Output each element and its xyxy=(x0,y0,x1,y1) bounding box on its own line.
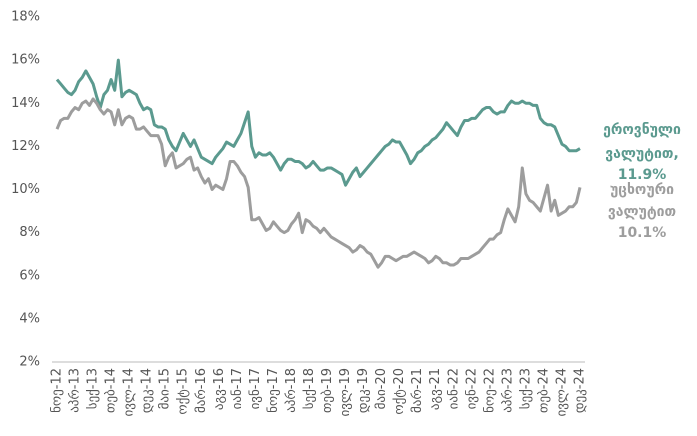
y-tick-label: 6% xyxy=(19,268,40,283)
x-tick-label: ნოე-17 xyxy=(266,368,281,413)
x-tick-label: ოქტ-20 xyxy=(392,368,407,415)
x-tick-label: იან-17 xyxy=(230,368,245,409)
x-tick-label: აპრ-18 xyxy=(284,368,299,413)
annotation: უცხოური xyxy=(610,182,674,198)
x-tick-label: ივლ-19 xyxy=(338,368,353,416)
x-tick-label: სექ-18 xyxy=(302,368,317,409)
x-tick-label: იან-22 xyxy=(446,368,461,409)
x-tick-label: ნოე-12 xyxy=(50,368,65,413)
x-tick-label: დეკ-19 xyxy=(356,368,371,413)
y-tick-label: 8% xyxy=(19,225,40,240)
x-tick-label: მარ-21 xyxy=(410,368,425,413)
x-tick-label: ივნ-17 xyxy=(248,368,263,409)
x-tick-label: დეკ-24 xyxy=(573,368,588,413)
x-tick-label: აგვ-16 xyxy=(212,368,227,410)
x-tick-label: თებ-19 xyxy=(320,368,335,413)
y-tick-label: 14% xyxy=(11,96,40,111)
y-tick-label: 2% xyxy=(19,355,40,370)
x-tick-label: აპრ-23 xyxy=(500,368,515,413)
x-tick-label: ივლ-24 xyxy=(554,368,569,416)
series-line xyxy=(55,97,582,269)
annotation: ვალუტით, xyxy=(605,146,679,162)
x-tick-label: თებ-14 xyxy=(104,368,119,413)
annotation: ეროვნული xyxy=(603,122,681,138)
y-tick-label: 12% xyxy=(11,139,40,154)
y-tick-label: 4% xyxy=(19,311,40,326)
annotation: 10.1% xyxy=(618,225,667,241)
x-tick-label: ნოე-22 xyxy=(482,368,497,413)
y-tick-label: 10% xyxy=(11,182,40,197)
x-tick-label: დეკ-14 xyxy=(140,368,155,413)
annotation: ვალუტით xyxy=(608,204,676,220)
series-line xyxy=(55,58,581,187)
x-tick-label: აპრ-13 xyxy=(68,368,83,413)
x-tick-label: ივნ-22 xyxy=(464,368,479,409)
x-tick-label: სექ-23 xyxy=(518,368,533,409)
y-tick-label: 18% xyxy=(11,10,40,25)
x-tick-label: აგვ-21 xyxy=(428,368,443,410)
x-tick-label: მაი-20 xyxy=(374,368,389,409)
annotation: 11.9% xyxy=(618,167,667,183)
x-tick-label: ოქტ-15 xyxy=(176,368,191,415)
x-tick-label: მაი-15 xyxy=(158,368,173,409)
y-tick-label: 16% xyxy=(11,53,40,68)
x-tick-label: თებ-24 xyxy=(536,368,551,413)
x-tick-label: ივლ-14 xyxy=(122,368,137,416)
x-tick-label: მარ-16 xyxy=(194,368,209,413)
x-tick-label: სექ-13 xyxy=(86,368,101,409)
